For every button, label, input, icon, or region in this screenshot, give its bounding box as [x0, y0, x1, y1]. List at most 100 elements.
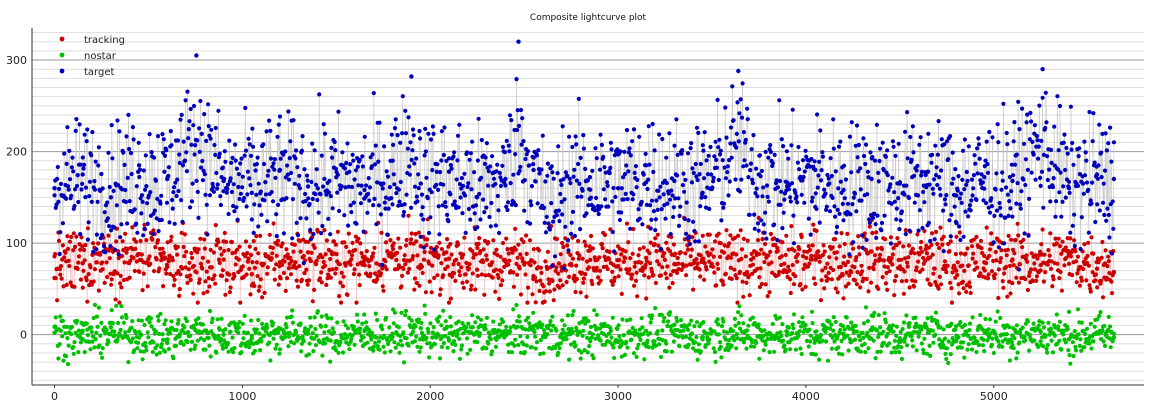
data-point-tracking	[299, 277, 304, 282]
data-point-tracking	[894, 274, 899, 279]
data-point-tracking	[349, 257, 354, 262]
connector-segment	[87, 222, 89, 240]
connector-segment	[354, 250, 356, 270]
connector-segment	[579, 157, 582, 230]
data-point-tracking	[471, 255, 476, 260]
data-point-tracking	[274, 253, 279, 258]
data-point-tracking	[1100, 295, 1106, 300]
data-point-tracking	[412, 276, 418, 281]
data-point-tracking	[718, 254, 723, 259]
data-point-tracking	[670, 281, 675, 286]
data-point-tracking	[723, 271, 729, 276]
data-point-tracking	[961, 286, 966, 291]
data-point-tracking	[1020, 245, 1025, 250]
data-point-tracking	[506, 251, 511, 256]
connector-segment	[720, 150, 722, 221]
data-point-tracking	[937, 274, 942, 279]
connector-segment	[1091, 237, 1093, 254]
data-point-tracking	[1109, 279, 1114, 284]
data-point-tracking	[91, 279, 96, 284]
connector-segment	[81, 157, 84, 184]
connector-segment	[826, 175, 828, 207]
data-point-tracking	[134, 239, 139, 244]
connector-segment	[431, 170, 433, 193]
data-point-tracking	[78, 247, 83, 252]
data-point-tracking	[572, 273, 577, 278]
connector-segment	[704, 132, 706, 198]
data-point-tracking	[627, 267, 632, 272]
data-point-tracking	[799, 234, 804, 240]
data-point-tracking	[115, 271, 120, 276]
connector-segment	[559, 180, 562, 194]
data-point-tracking	[312, 287, 317, 292]
data-point-tracking	[688, 254, 693, 259]
data-point-tracking	[704, 267, 709, 272]
connector-segment	[649, 205, 652, 229]
connector-segment	[915, 170, 918, 195]
connector-segment	[974, 163, 977, 200]
data-point-tracking	[265, 271, 270, 276]
connector-segment	[102, 188, 104, 252]
connector-segment	[410, 159, 413, 208]
connector-segment	[405, 110, 407, 134]
connector-segment	[665, 157, 667, 219]
connector-segment	[133, 139, 135, 210]
data-point-tracking	[384, 267, 389, 272]
connector-segment	[992, 243, 994, 262]
data-point-tracking	[1015, 221, 1020, 226]
data-point-tracking	[464, 260, 469, 265]
connector-segment	[608, 171, 610, 207]
connector-segment	[1025, 122, 1027, 160]
data-point-tracking	[1066, 249, 1071, 254]
connector-segment	[798, 146, 800, 170]
data-point-tracking	[120, 239, 125, 244]
connector-segment	[345, 246, 348, 295]
data-point-tracking	[298, 249, 303, 254]
connector-segment	[783, 199, 785, 213]
connector-segment	[348, 171, 350, 187]
data-point-tracking	[404, 237, 409, 243]
data-point-tracking	[473, 287, 478, 292]
data-point-tracking	[1091, 251, 1096, 256]
data-point-tracking	[448, 241, 453, 247]
connector-segment	[439, 242, 441, 295]
data-point-tracking	[854, 255, 859, 260]
connector-segment	[850, 172, 852, 215]
connector-segment	[230, 241, 232, 288]
connector-segment	[266, 256, 268, 274]
connector-segment	[130, 152, 132, 175]
connector-segment	[852, 248, 855, 280]
data-point-tracking	[830, 245, 835, 250]
data-point-tracking	[1013, 237, 1018, 243]
data-point-tracking	[617, 257, 622, 263]
data-point-tracking	[695, 261, 700, 266]
data-point-tracking	[1087, 283, 1092, 288]
connector-segment	[347, 186, 350, 226]
data-point-tracking	[854, 282, 860, 287]
data-point-tracking	[1007, 263, 1013, 268]
connector-segment	[870, 158, 873, 216]
data-point-tracking	[986, 272, 991, 277]
connector-segment	[1077, 156, 1079, 186]
connector-segment	[851, 122, 853, 205]
connector-segment	[139, 169, 141, 199]
data-point-tracking	[648, 261, 653, 266]
data-point-tracking	[957, 291, 962, 296]
data-point-tracking	[941, 234, 946, 239]
data-point-tracking	[804, 255, 809, 260]
data-point-tracking	[208, 247, 213, 252]
connector-segment	[316, 229, 318, 261]
data-point-tracking	[630, 272, 635, 277]
connector-segment	[777, 187, 779, 241]
data-point-tracking	[295, 284, 301, 289]
connector-segment	[792, 109, 794, 216]
data-point-tracking	[515, 255, 520, 260]
data-point-tracking	[525, 300, 530, 305]
data-point-tracking	[180, 266, 185, 271]
data-point-tracking	[1088, 289, 1093, 294]
connector-segment	[174, 182, 176, 224]
data-point-tracking	[867, 224, 872, 229]
connector-segment	[110, 230, 112, 247]
data-point-tracking	[1018, 262, 1023, 267]
data-point-tracking	[913, 279, 918, 284]
